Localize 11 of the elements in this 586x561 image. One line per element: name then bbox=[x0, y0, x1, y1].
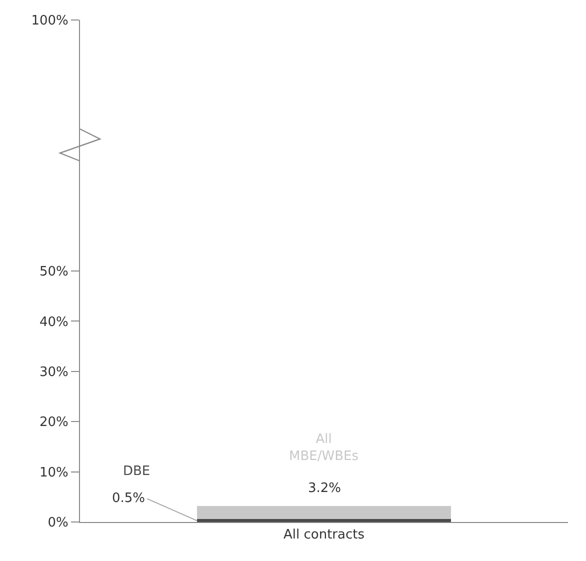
y-tick-label: 0% bbox=[48, 516, 68, 531]
data-label: 0.5% bbox=[112, 491, 146, 506]
y-tick-label: 100% bbox=[31, 14, 68, 29]
y-tick-label: 40% bbox=[39, 314, 68, 330]
y-tick-label: 10% bbox=[39, 465, 68, 480]
y-tick-label: 20% bbox=[39, 415, 68, 430]
text: DBE bbox=[123, 464, 150, 479]
y-tick-label: 30% bbox=[39, 364, 68, 380]
y-tick-label: 50% bbox=[39, 264, 68, 280]
x-tick-label: All contracts bbox=[283, 528, 365, 543]
total-label: 3.2% bbox=[308, 481, 342, 496]
